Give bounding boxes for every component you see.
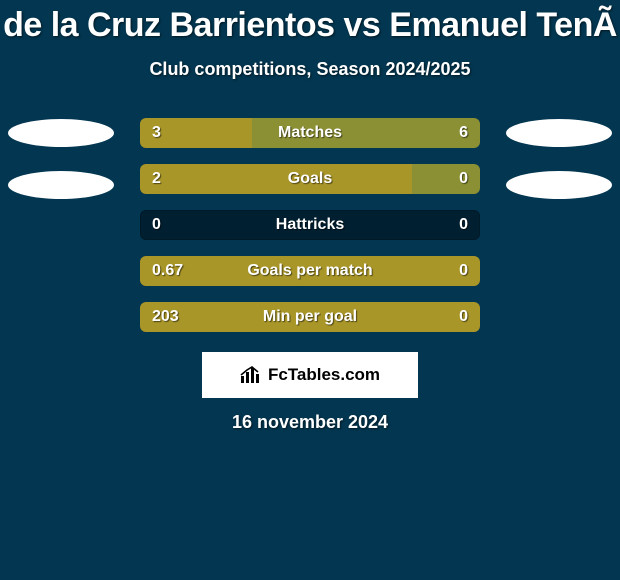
value-left: 2 [152, 170, 161, 188]
player-marker-right [506, 119, 612, 147]
stat-row: 3 6 Matches [0, 110, 620, 156]
value-left: 3 [152, 124, 161, 142]
category-label: Hattricks [276, 216, 344, 234]
category-label: Goals per match [247, 262, 372, 280]
page-title: de la Cruz Barrientos vs Emanuel TenÃ [3, 6, 617, 45]
value-right: 0 [459, 262, 468, 280]
bar-track: 0 0 Hattricks [140, 210, 480, 240]
value-right: 0 [459, 308, 468, 326]
attribution-label: FcTables.com [268, 365, 380, 385]
value-left: 0.67 [152, 262, 183, 280]
bar-chart-icon [240, 366, 262, 384]
date-label: 16 november 2024 [232, 412, 388, 433]
stat-row: 203 0 Min per goal [0, 294, 620, 340]
value-left: 203 [152, 308, 179, 326]
bar-fill-right [412, 164, 480, 194]
category-label: Min per goal [263, 308, 357, 326]
bar-track: 0.67 0 Goals per match [140, 256, 480, 286]
value-right: 0 [459, 216, 468, 234]
bars-area: 3 6 Matches 2 0 Goals 0 0 Hattricks 0.67 0 Goals pe… [0, 110, 620, 340]
stat-row: 0 0 Hattricks [0, 202, 620, 248]
value-right: 6 [459, 124, 468, 142]
comparison-infographic: de la Cruz Barrientos vs Emanuel TenÃ Cl… [0, 0, 620, 580]
player-marker-left [8, 119, 114, 147]
stat-row: 2 0 Goals [0, 156, 620, 202]
category-label: Matches [278, 124, 342, 142]
value-left: 0 [152, 216, 161, 234]
player-marker-right [506, 171, 612, 199]
bar-fill-left [140, 164, 412, 194]
category-label: Goals [288, 170, 332, 188]
attribution-badge: FcTables.com [202, 352, 418, 398]
player-marker-left [8, 171, 114, 199]
stat-row: 0.67 0 Goals per match [0, 248, 620, 294]
bar-track: 2 0 Goals [140, 164, 480, 194]
value-right: 0 [459, 170, 468, 188]
subtitle: Club competitions, Season 2024/2025 [149, 59, 470, 80]
bar-track: 3 6 Matches [140, 118, 480, 148]
bar-track: 203 0 Min per goal [140, 302, 480, 332]
